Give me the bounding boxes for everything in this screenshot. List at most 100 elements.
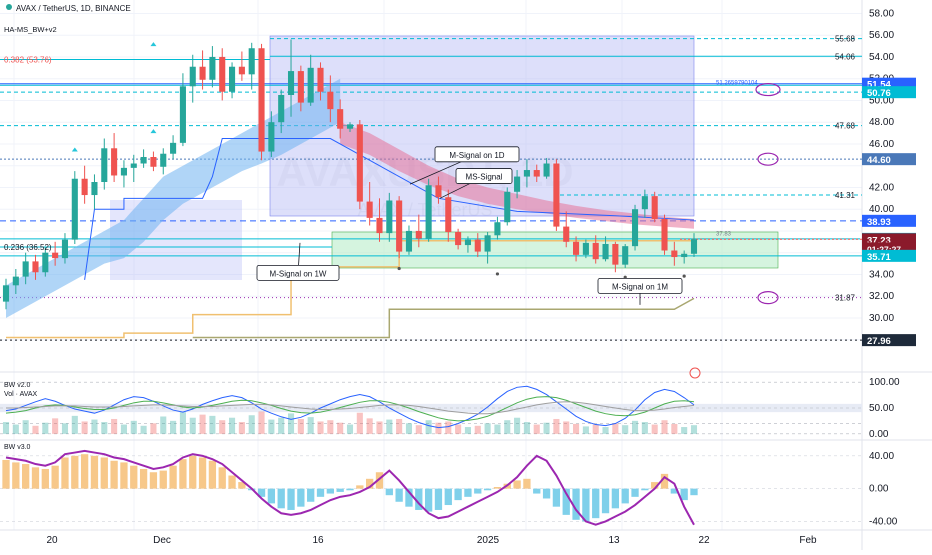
candle-body	[297, 71, 304, 103]
candle-body	[130, 163, 137, 168]
bw3-bar	[267, 488, 276, 504]
candle-body	[602, 243, 609, 260]
bw3-bar	[208, 460, 217, 489]
bw3-bar	[474, 488, 482, 494]
bw3-bar	[307, 488, 315, 502]
volume-bar	[396, 418, 403, 434]
volume-bar	[238, 422, 245, 434]
bw3-bar	[100, 457, 108, 489]
candle-body	[278, 95, 285, 123]
bw3-bar	[238, 482, 246, 489]
callout-label: M-Signal on 1W	[270, 269, 327, 278]
volume-bar	[366, 418, 373, 434]
volume-bar	[268, 419, 275, 434]
candle-body	[455, 232, 462, 246]
bw3-title: BW v3.0	[4, 444, 31, 451]
candle-body	[425, 185, 432, 239]
bw3-bar	[51, 465, 59, 489]
candle-body	[12, 276, 19, 286]
price-tick-label: 40.00	[869, 204, 894, 215]
candle-body	[484, 235, 491, 252]
callout-box	[597, 277, 683, 294]
bw3-bar	[493, 487, 502, 489]
candle-body	[474, 239, 481, 252]
bw3-bar	[41, 468, 49, 489]
price-tick-label: 48.00	[869, 117, 894, 128]
volume-bar	[415, 425, 422, 434]
bw3-bar	[641, 488, 649, 491]
volume-bar	[22, 420, 29, 434]
pivot-dot-icon	[495, 272, 500, 276]
bw3-bar	[179, 459, 187, 489]
volume-bar	[523, 422, 530, 434]
candle-body	[229, 66, 236, 92]
bw3-bar	[444, 488, 452, 506]
candle-body	[307, 67, 314, 103]
bw3-bar	[631, 488, 639, 497]
bw3-bar	[12, 462, 20, 489]
time-tick-label: 13	[608, 535, 620, 546]
bw3-bar	[277, 488, 285, 509]
candle-body	[573, 241, 580, 255]
price-tag-label: 38.93	[867, 217, 891, 228]
bw3-bar	[572, 488, 580, 520]
markers: 51.2659790104 37.83 55.68 54.06 47.68 41.31 31…	[4, 35, 856, 379]
price-tick-label: 30.00	[869, 313, 894, 324]
signal-arrow-icon	[150, 42, 157, 47]
candle-body	[170, 142, 177, 154]
callout-label: M-Signal on 1M	[612, 282, 668, 291]
bw3-bar	[90, 455, 99, 489]
level-small-label: 51.2659790104	[716, 81, 758, 87]
bw3-bar	[513, 480, 521, 489]
candle-body	[366, 201, 373, 218]
bw3-bar	[582, 488, 590, 522]
callout-label: M-Signal on 1D	[449, 151, 504, 160]
bw3-bar	[80, 454, 89, 489]
candle-body	[563, 226, 570, 242]
pivot-dot-icon	[623, 275, 627, 279]
bw3-tick-label: 0.00	[869, 484, 889, 495]
volume-bar	[435, 422, 442, 434]
oscillator-tick-label: 100.00	[869, 377, 900, 388]
volume-bar	[327, 420, 334, 434]
candle-body	[238, 66, 245, 75]
volume-bar	[317, 421, 324, 434]
candle-body	[612, 243, 619, 265]
candle-body	[533, 170, 540, 177]
volume-bar	[61, 423, 69, 434]
bw3-bar	[690, 488, 698, 496]
indicator-line[interactable]: HA-MS_BW+v2	[4, 25, 57, 34]
candle-body	[386, 200, 393, 234]
candle-body	[219, 56, 226, 92]
volume-bar	[307, 417, 314, 434]
volume-bar	[641, 422, 648, 434]
volume-bar	[179, 412, 186, 434]
candle-body	[405, 230, 413, 252]
bw3-bar	[680, 488, 688, 501]
candle-body	[111, 148, 118, 176]
volume-bar	[612, 423, 619, 434]
symbol-line[interactable]: AVAX / TetherUS, 1D, BINANCE	[16, 4, 131, 13]
volume-bar	[81, 421, 88, 434]
pivot-dot-icon	[397, 266, 401, 271]
volume-bar	[514, 417, 521, 434]
price-tag	[862, 334, 916, 347]
volume-bar	[405, 423, 413, 434]
volume-bar	[573, 423, 580, 434]
bw3-bar	[189, 455, 197, 489]
bw3-bar	[651, 482, 659, 489]
price-tag-label: 37.23	[867, 235, 891, 246]
volume-bar	[425, 420, 432, 434]
bw3-bar	[670, 488, 678, 494]
candle-body	[32, 261, 39, 273]
price-tick-label: 54.00	[869, 52, 894, 63]
purple-circle-marker	[755, 82, 781, 97]
candle-body	[101, 148, 108, 182]
volume-bar	[42, 422, 49, 434]
oscillator-line	[5, 385, 695, 429]
volume-bar	[356, 412, 363, 434]
candle-body	[120, 167, 127, 176]
